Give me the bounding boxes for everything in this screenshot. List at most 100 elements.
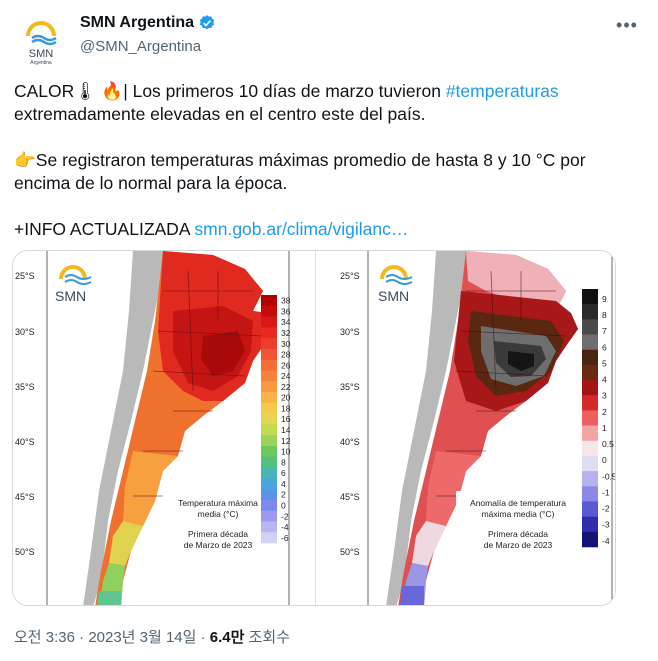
anomaly-legend-color-swatch: [582, 516, 598, 533]
pointing-emoji-icon: 👉: [14, 150, 36, 170]
anomaly-legend-value-label: 7: [602, 326, 607, 336]
lat-label: 25°S: [340, 271, 360, 281]
smn-logo-icon: SMN Argentina: [14, 14, 68, 68]
temperature-legend-value-label: 14: [281, 425, 291, 435]
anomaly-legend-value-label: -0.5: [602, 471, 616, 481]
anomaly-legend-value-label: 9: [602, 294, 607, 304]
tweet-date[interactable]: 2023년 3월 14일: [88, 629, 197, 646]
map-temperature-anomaly[interactable]: 25°S 30°S 35°S 40°S 45°S 50°S SMN Anomal…: [315, 251, 616, 605]
tweet-header: SMN Argentina SMN Argentina @SMN_Argenti…: [14, 8, 644, 68]
thermometer-emoji-icon: 🌡: [74, 81, 97, 101]
anomaly-legend-value-label: -4: [602, 536, 610, 546]
temperature-legend-value-label: -2: [281, 511, 289, 521]
temperature-legend-value-label: 2: [281, 490, 286, 500]
anomaly-legend-value-label: -3: [602, 520, 610, 530]
anomaly-legend-value-label: 2: [602, 407, 607, 417]
svg-text:SMN: SMN: [55, 288, 86, 304]
lat-label: 50°S: [15, 547, 35, 557]
temperature-legend-value-label: -4: [281, 522, 289, 532]
anomaly-legend-value-label: 0: [602, 455, 607, 465]
temperature-legend-color-swatch: [261, 467, 277, 479]
temperature-legend-color-swatch: [261, 327, 277, 339]
hashtag-link[interactable]: #temperaturas: [445, 81, 559, 101]
more-options-button[interactable]: •••: [612, 10, 642, 40]
temperature-legend-color-swatch: [261, 445, 277, 458]
tweet-time[interactable]: 오전 3:36: [14, 629, 75, 646]
svg-text:Argentina: Argentina: [30, 60, 52, 66]
anomaly-legend-color-swatch: [582, 334, 598, 351]
lat-label: 40°S: [340, 437, 360, 447]
temperature-legend-color-swatch: [261, 510, 277, 522]
avatar[interactable]: SMN Argentina: [14, 14, 68, 68]
verified-badge-icon: [199, 15, 215, 30]
temperature-legend-color-swatch: [261, 392, 277, 404]
views-count: 6.4만: [209, 629, 245, 646]
temperature-legend-color-swatch: [261, 359, 277, 371]
temperature-legend: 38363432302826242220181614121086420-2-4-…: [261, 295, 291, 544]
anomaly-legend-color-swatch: [582, 410, 598, 426]
smn-map-logo: SMN: [378, 265, 413, 304]
temperature-legend-value-label: 8: [281, 457, 286, 467]
anomaly-legend-color-swatch: [582, 364, 598, 381]
anomaly-legend-value-label: 4: [602, 375, 607, 385]
temperature-legend-color-swatch: [261, 348, 277, 360]
svg-text:SMN: SMN: [378, 288, 409, 304]
temperature-legend-color-swatch: [261, 521, 277, 533]
temperature-legend-color-swatch: [261, 413, 277, 425]
tweet-media[interactable]: 25°S 30°S 35°S 40°S 45°S 50°S SMN Temper…: [12, 250, 616, 606]
author-display-name-row[interactable]: SMN Argentina: [80, 14, 216, 32]
temperature-legend-value-label: 26: [281, 360, 291, 370]
anomaly-legend-color-swatch: [582, 455, 598, 472]
anomaly-legend-value-label: 0.5: [602, 439, 614, 449]
temperature-legend-color-swatch: [261, 305, 277, 317]
tweet-meta: 오전 3:36 · 2023년 3월 14일 · 6.4만 조회수: [14, 629, 291, 646]
temperature-legend-color-swatch: [261, 532, 277, 544]
left-map-title-3: Primera década: [188, 529, 248, 539]
temperature-legend-value-label: 18: [281, 403, 291, 413]
anomaly-legend-value-label: 8: [602, 310, 607, 320]
temperature-legend-value-label: 16: [281, 414, 291, 424]
right-map-title-1: Anomalía de temperatura: [470, 498, 566, 508]
author-handle[interactable]: @SMN_Argentina: [80, 38, 202, 55]
author-display-name[interactable]: SMN Argentina: [80, 14, 195, 31]
smn-map-logo: SMN: [55, 265, 92, 304]
lat-label: 30°S: [15, 327, 35, 337]
temperature-legend-value-label: 34: [281, 317, 291, 327]
anomaly-legend-color-swatch: [582, 319, 598, 335]
author-names: SMN Argentina @SMN_Argentina: [80, 14, 216, 55]
tweet-paragraph-2: 👉Se registraron temperaturas máximas pro…: [14, 150, 586, 193]
anomaly-legend-color-swatch: [582, 531, 598, 548]
anomaly-legend-value-label: 6: [602, 342, 607, 352]
lat-label: 35°S: [15, 382, 35, 392]
temperature-legend-color-swatch: [261, 499, 277, 511]
left-map-title-4: de Marzo de 2023: [184, 540, 253, 550]
lat-label: 45°S: [340, 492, 360, 502]
svg-text:SMN: SMN: [29, 48, 54, 60]
lat-label: 25°S: [15, 271, 35, 281]
anomaly-legend-value-label: -2: [602, 504, 610, 514]
external-link[interactable]: smn.gob.ar/clima/vigilanc…: [194, 219, 409, 239]
anomaly-legend-color-swatch: [582, 440, 598, 457]
map-max-temperature[interactable]: 25°S 30°S 35°S 40°S 45°S 50°S SMN Temper…: [13, 251, 315, 605]
lat-label: 50°S: [340, 547, 360, 557]
temperature-legend-value-label: 10: [281, 447, 291, 457]
temperature-legend-value-label: 4: [281, 479, 286, 489]
anomaly-legend-color-swatch: [582, 501, 598, 517]
temperature-legend-color-swatch: [261, 424, 277, 436]
temperature-legend-value-label: -6: [281, 533, 289, 543]
temperature-anomaly-map: 25°S 30°S 35°S 40°S 45°S 50°S SMN Anomal…: [316, 251, 616, 605]
temperature-legend-color-swatch: [261, 489, 277, 501]
anomaly-legend-color-swatch: [582, 486, 598, 502]
lat-label: 35°S: [340, 382, 360, 392]
anomaly-legend-color-swatch: [582, 349, 598, 366]
anomaly-legend-value-label: 5: [602, 358, 607, 368]
lat-label: 40°S: [15, 437, 35, 447]
temperature-legend-color-swatch: [261, 456, 277, 468]
temperature-legend-value-label: 24: [281, 371, 291, 381]
right-map-title-2: máxima media (°C): [482, 509, 555, 519]
temperature-legend-color-swatch: [261, 435, 277, 447]
lat-label: 45°S: [15, 492, 35, 502]
temperature-legend-color-swatch: [261, 370, 277, 382]
temperature-legend-color-swatch: [261, 478, 277, 490]
temperature-legend-color-swatch: [261, 402, 277, 414]
